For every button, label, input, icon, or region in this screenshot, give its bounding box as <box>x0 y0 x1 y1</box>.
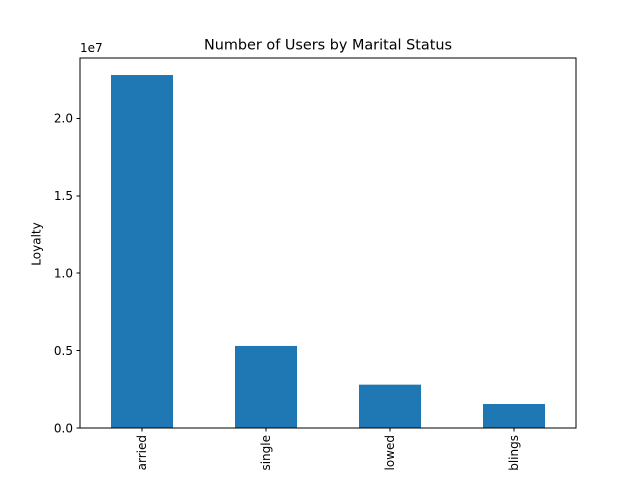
chart-title: Number of Users by Marital Status <box>204 38 452 54</box>
bar-1 <box>235 345 297 428</box>
y-axis-label: Loyalty <box>30 222 44 265</box>
y-tick-label: 2.0 <box>54 112 73 126</box>
x-tick-label: single <box>259 435 273 471</box>
y-tick-label: 1.5 <box>54 189 73 203</box>
y-tick-label: 0.5 <box>54 344 73 358</box>
y-axis: 0.0 0.5 1.0 1.5 2.0 <box>54 112 80 435</box>
y-tick-label: 1.0 <box>54 266 73 280</box>
bar-0 <box>111 75 173 428</box>
x-tick-label: lowed <box>383 435 397 471</box>
bars-group <box>111 75 545 428</box>
x-axis: arried single lowed blings <box>135 428 521 471</box>
x-tick-label: blings <box>507 435 521 471</box>
x-tick-label: arried <box>135 435 149 470</box>
bar-3 <box>483 404 545 428</box>
y-axis-offset-label: 1e7 <box>80 41 103 55</box>
y-tick-label: 0.0 <box>54 421 73 435</box>
bar-2 <box>359 384 421 428</box>
plot-frame <box>79 57 577 429</box>
